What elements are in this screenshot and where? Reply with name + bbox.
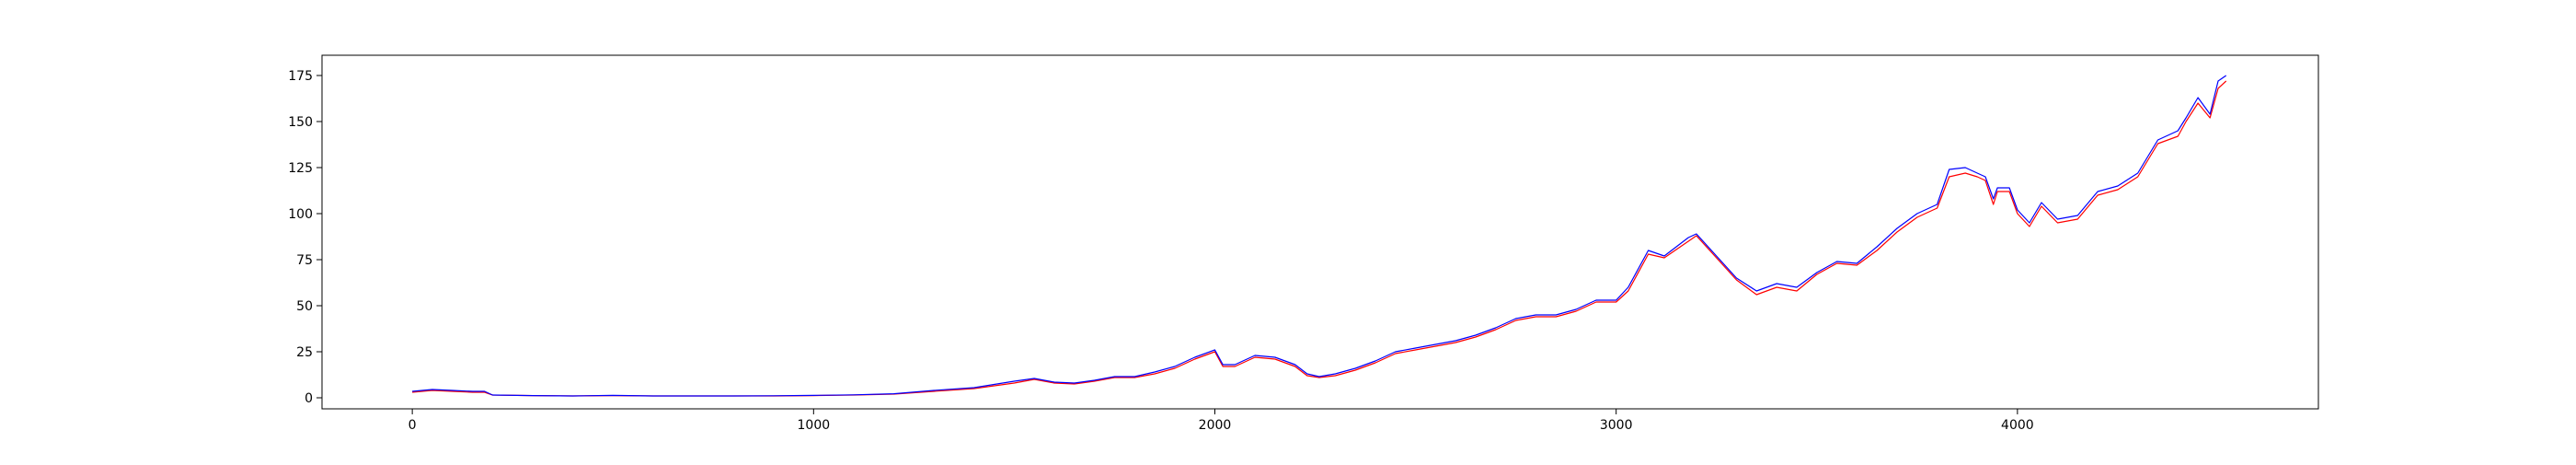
y-tick-label: 75 [296, 253, 313, 268]
y-tick-label: 150 [288, 115, 313, 130]
series-line-1 [412, 80, 2227, 397]
axes-frame [321, 54, 2319, 410]
y-axis: 0 25 50 75 100 125 150 175 [288, 69, 322, 406]
x-tick-label: 4000 [2001, 418, 2034, 433]
y-tick-label: 100 [288, 207, 313, 222]
y-tick-label: 175 [288, 69, 313, 84]
y-tick-label: 25 [296, 345, 313, 360]
x-tick-label: 3000 [1600, 418, 1633, 433]
series-layer [412, 75, 2227, 397]
x-tick-label: 0 [408, 418, 417, 433]
y-tick-label: 125 [288, 161, 313, 176]
series-line-2 [412, 75, 2227, 397]
x-tick-label: 1000 [798, 418, 831, 433]
y-tick-label: 0 [305, 391, 313, 406]
x-axis: 0 1000 2000 3000 4000 [408, 409, 2034, 433]
y-tick-label: 50 [296, 299, 313, 314]
x-tick-label: 2000 [1199, 418, 1232, 433]
